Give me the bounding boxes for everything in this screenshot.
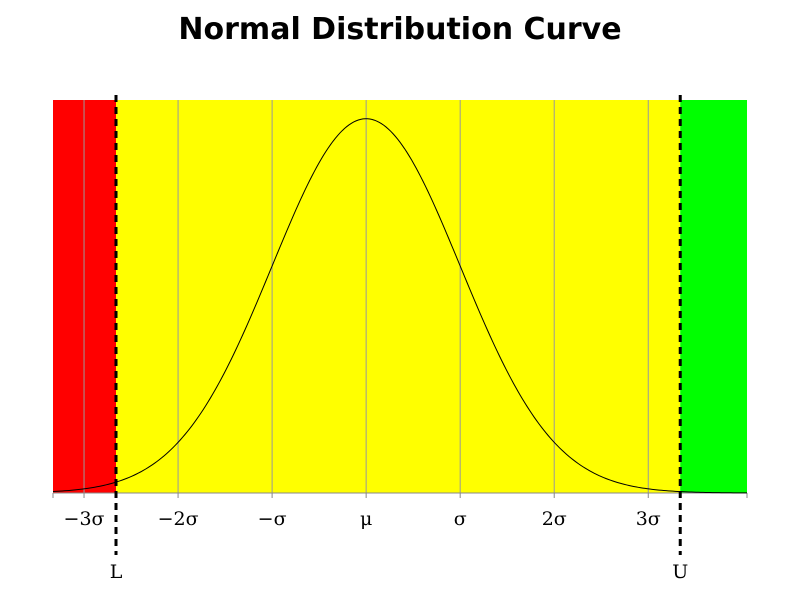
acceptable-region (116, 100, 681, 493)
upper-limit-label: U (672, 561, 688, 583)
grid-layer (83, 100, 649, 493)
reject-high-region (680, 100, 747, 493)
x-tick-label: μ (360, 508, 372, 530)
x-tick-label: −σ (258, 508, 287, 530)
curve-layer (52, 118, 748, 494)
x-tick-label: 3σ (636, 508, 661, 530)
regions-layer (53, 100, 747, 493)
normal-curve-line (52, 118, 748, 494)
tick-labels-layer: −3σ −2σ −σ μ σ 2σ 3σ (64, 508, 661, 530)
x-tick-label: −2σ (158, 508, 199, 530)
lower-limit-label: L (110, 561, 123, 583)
x-axis (52, 492, 748, 498)
x-tick-label: −3σ (64, 508, 105, 530)
chart-title: Normal Distribution Curve (178, 12, 622, 47)
x-tick-label: σ (454, 508, 467, 530)
x-tick-label: 2σ (542, 508, 567, 530)
